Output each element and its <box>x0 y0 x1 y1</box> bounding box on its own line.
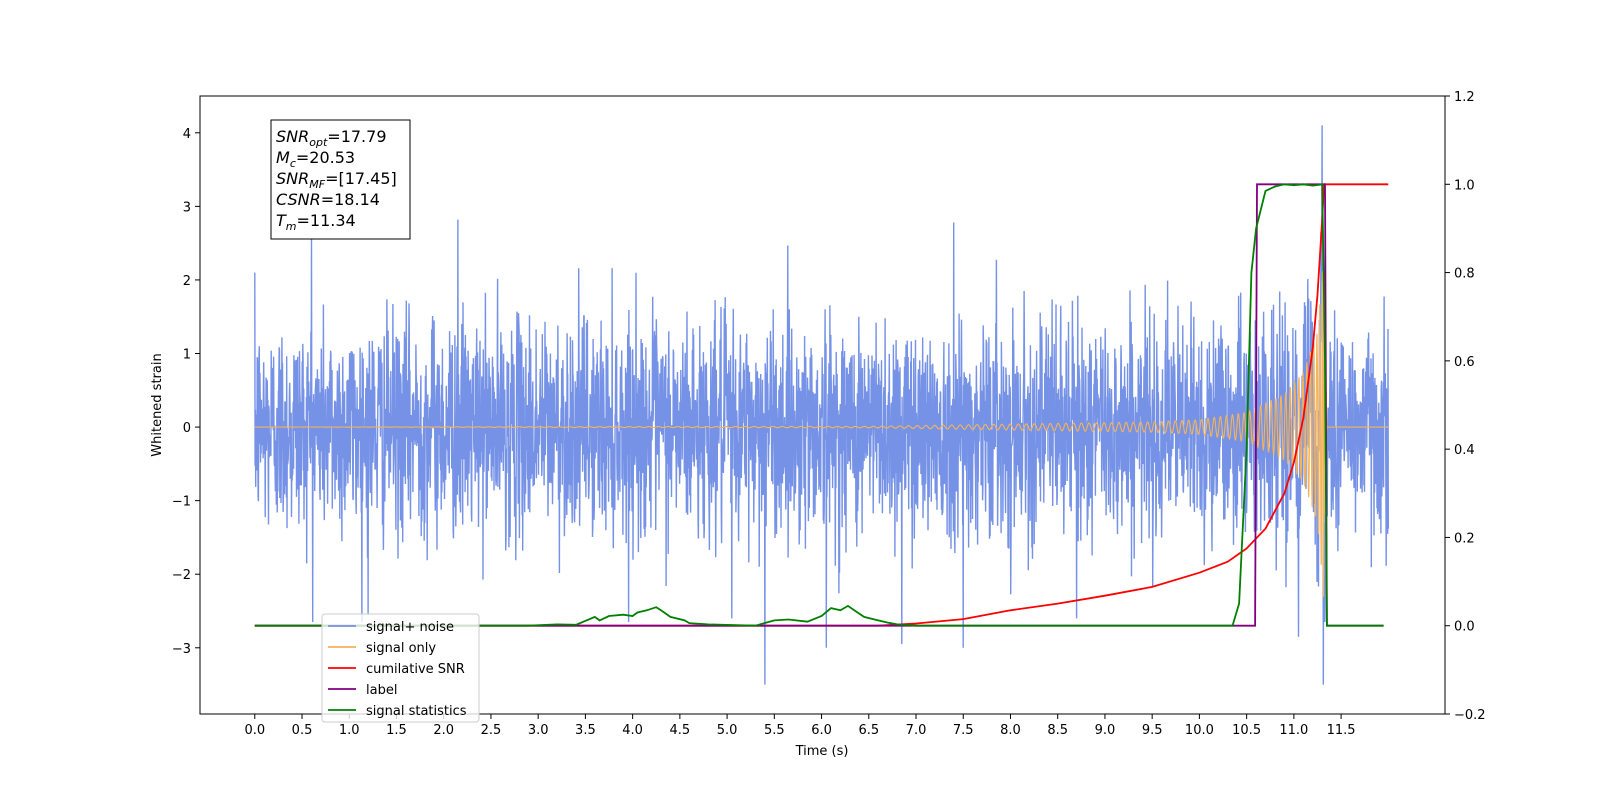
x-tick-label: 10.5 <box>1232 723 1261 738</box>
legend-entry-label: signal statistics <box>366 704 467 719</box>
x-tick-label: 1.0 <box>339 723 360 738</box>
y2-axis-ticks: −0.2 0.0 0.2 0.4 0.6 0.8 1.0 1.2 <box>1445 90 1486 723</box>
y-tick-label: 3 <box>183 200 191 215</box>
annotation-symbol: SNR <box>276 169 309 188</box>
stats-annotation-box: SNRopt=17.79Mc=20.53SNRMF=[17.45]CSNR=18… <box>270 119 411 240</box>
y-tick-label: −1 <box>172 495 191 510</box>
legend-entry-label: cumilative SNR <box>366 662 465 677</box>
x-tick-label: 2.0 <box>433 723 454 738</box>
x-tick-label: 4.5 <box>670 723 691 738</box>
x-tick-label: 10.0 <box>1185 723 1214 738</box>
x-tick-label: 9.5 <box>1142 723 1163 738</box>
legend: signal+ noise signal only cumilative SNR la… <box>321 613 480 723</box>
x-tick-label: 6.0 <box>811 723 832 738</box>
annotation-symbol: CSNR <box>276 190 321 209</box>
x-tick-label: 11.0 <box>1279 723 1308 738</box>
x-tick-label: 8.5 <box>1047 723 1068 738</box>
x-tick-label: 0.0 <box>244 723 265 738</box>
series-signal-statistics-line <box>254 183 1384 627</box>
annotation-subscript: opt <box>309 136 328 149</box>
annotation-symbol: M <box>276 148 290 167</box>
annotation-subscript: c <box>290 157 296 170</box>
y2-tick-label: 1.2 <box>1454 90 1475 105</box>
annotation-value: =[17.45] <box>325 169 397 188</box>
y2-tick-label: 0.2 <box>1454 531 1475 546</box>
x-tick-label: 9.0 <box>1095 723 1116 738</box>
y2-tick-label: 0.8 <box>1454 267 1475 282</box>
y2-tick-label: 0.6 <box>1454 355 1475 370</box>
x-tick-label: 1.5 <box>386 723 407 738</box>
series-layer <box>254 125 1389 685</box>
annotation-symbol: SNR <box>276 127 309 146</box>
series-cumilative-snr-line <box>254 183 1389 627</box>
x-axis-ticks: 0.0 0.5 1.0 1.5 2.0 2.5 3.0 3.5 4.0 4.5 5.0 5.5 6.0 6… <box>244 714 1356 738</box>
y2-tick-label: 1.0 <box>1454 178 1475 193</box>
x-tick-label: 4.0 <box>622 723 643 738</box>
annotation-value: =17.79 <box>327 127 386 146</box>
y-tick-label: 0 <box>183 421 191 436</box>
legend-entry-label: signal only <box>366 641 436 656</box>
y-tick-label: 4 <box>183 127 191 142</box>
x-axis-label: Time (s) <box>795 744 849 759</box>
y-tick-label: 1 <box>183 348 191 363</box>
plot-frame <box>199 95 1446 715</box>
y-axis-label: Whitened strain <box>150 353 165 456</box>
x-tick-label: 6.5 <box>858 723 879 738</box>
annotation-value: =20.53 <box>296 148 355 167</box>
x-tick-label: 3.0 <box>528 723 549 738</box>
x-tick-label: 7.0 <box>906 723 927 738</box>
y-tick-label: 2 <box>183 274 191 289</box>
y2-tick-label: −0.2 <box>1454 708 1486 723</box>
annotation-value: =11.34 <box>297 211 356 230</box>
series-signal-only-line <box>254 271 1389 597</box>
y2-tick-label: 0.0 <box>1454 620 1475 635</box>
y2-tick-label: 0.4 <box>1454 443 1475 458</box>
y-tick-label: −3 <box>172 642 191 657</box>
legend-frame <box>321 613 480 723</box>
annotation-line: SNRopt=17.79 <box>276 127 387 149</box>
annotation-frame <box>270 119 411 240</box>
annotation-subscript: MF <box>309 178 325 191</box>
x-tick-label: 0.5 <box>292 723 313 738</box>
annotation-line: SNRMF=[17.45] <box>276 169 397 191</box>
x-tick-label: 3.5 <box>575 723 596 738</box>
annotation-line: CSNR=18.14 <box>276 190 380 209</box>
x-tick-label: 8.0 <box>1000 723 1021 738</box>
y-tick-label: −2 <box>172 568 191 583</box>
legend-entry-label: label <box>366 683 397 698</box>
annotation-line: Mc=20.53 <box>276 148 355 170</box>
y-axis-ticks: −3 −2 −1 0 1 2 3 4 <box>172 127 200 657</box>
x-tick-label: 11.5 <box>1327 723 1356 738</box>
series-signal-noise-line <box>254 125 1389 685</box>
x-tick-label: 5.0 <box>717 723 738 738</box>
annotation-subscript: m <box>286 220 297 233</box>
annotation-line: Tm=11.34 <box>276 211 356 233</box>
annotation-value: =18.14 <box>321 190 380 209</box>
legend-entry-label: signal+ noise <box>366 620 454 635</box>
annotation-symbol: T <box>276 211 287 230</box>
x-tick-label: 5.5 <box>764 723 785 738</box>
x-tick-label: 2.5 <box>481 723 502 738</box>
x-tick-label: 7.5 <box>953 723 974 738</box>
